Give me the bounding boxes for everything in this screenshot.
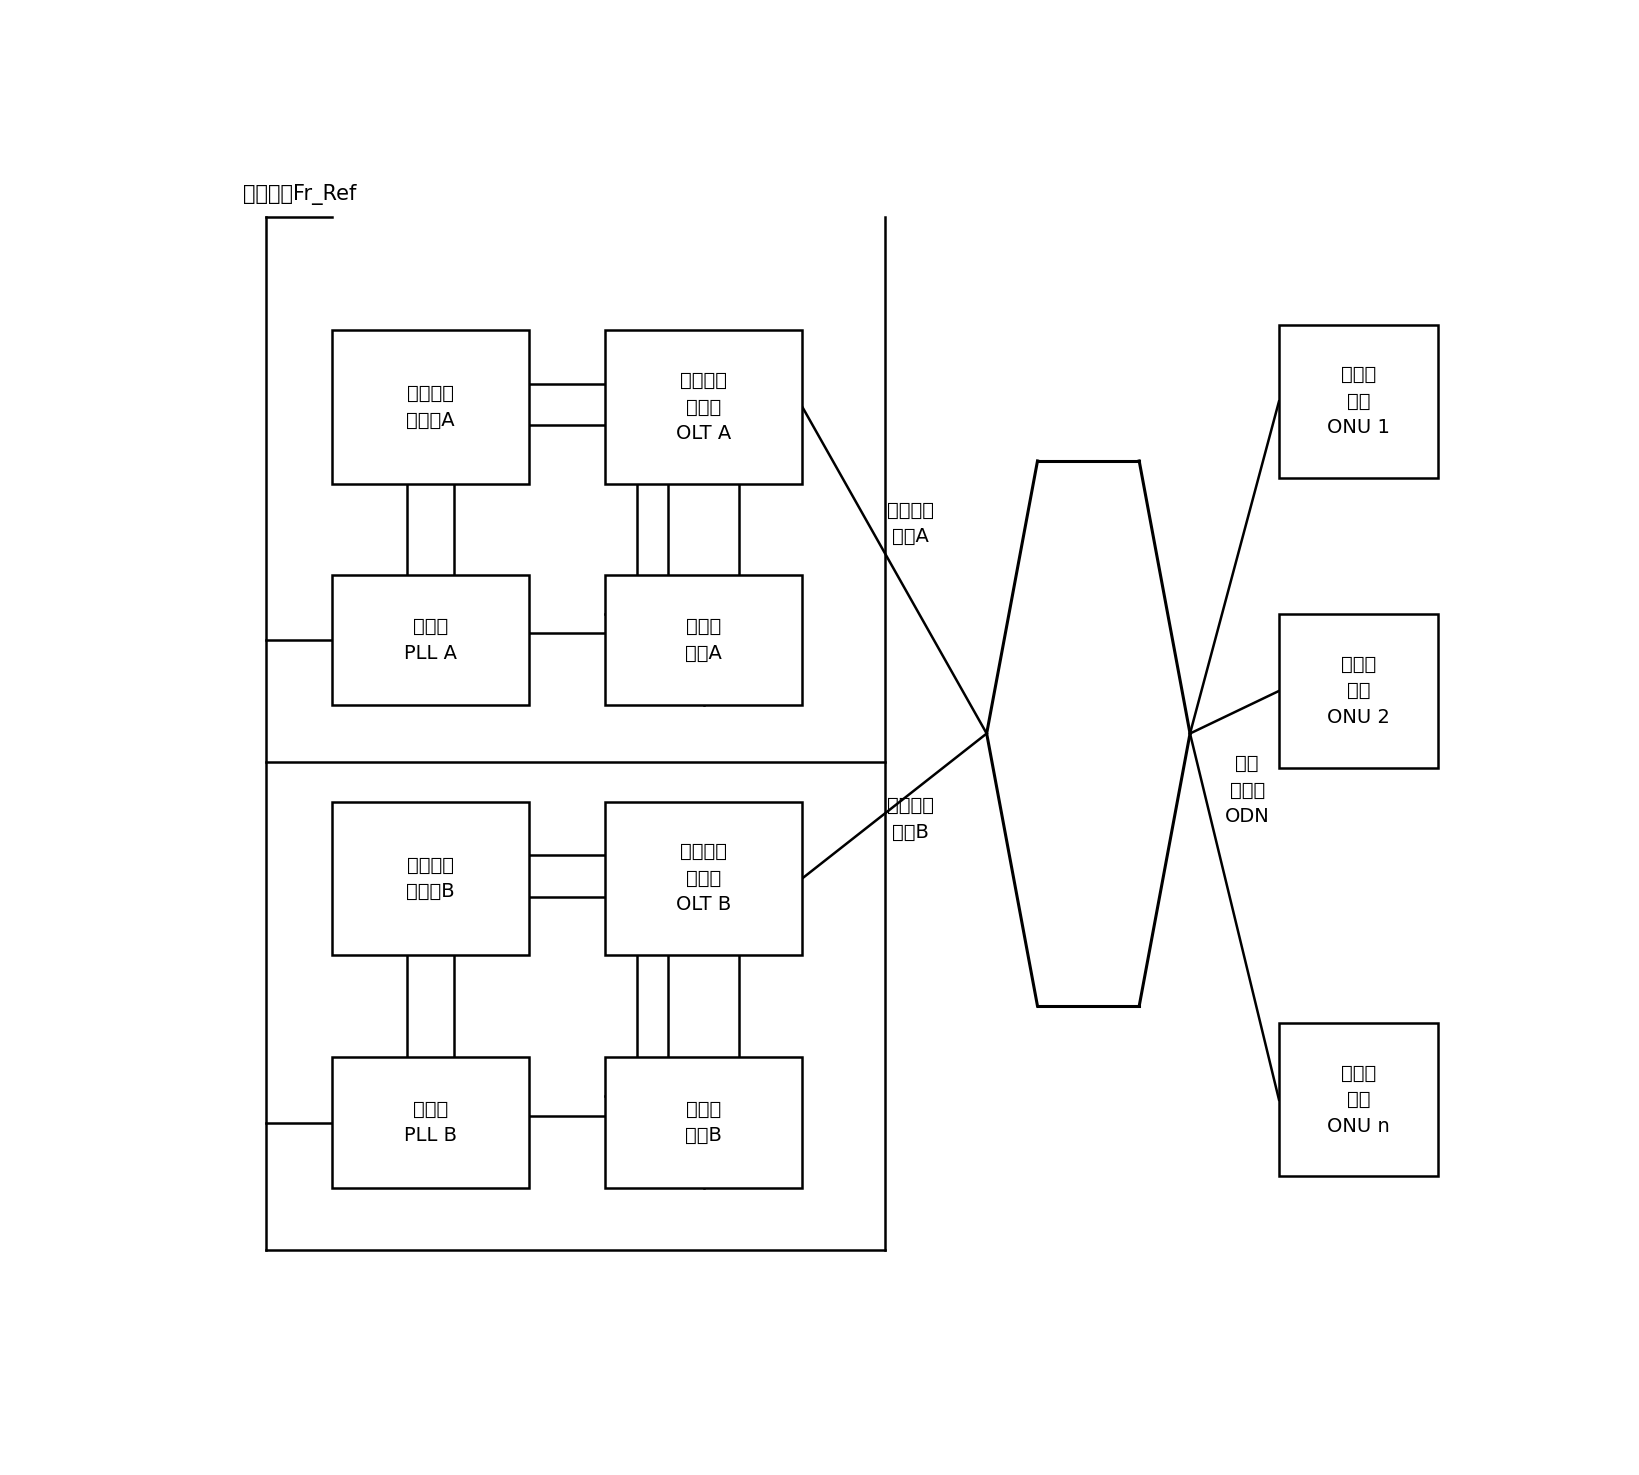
- Text: 时钟相位
调整器B: 时钟相位 调整器B: [406, 855, 454, 901]
- Bar: [605, 330, 801, 484]
- Text: 参考帧头Fr_Ref: 参考帧头Fr_Ref: [243, 184, 356, 205]
- Text: 帧头调
整器A: 帧头调 整器A: [685, 617, 721, 662]
- Text: 锁相环
PLL A: 锁相环 PLL A: [403, 617, 457, 662]
- Text: 主用光线
路终端
OLT A: 主用光线 路终端 OLT A: [675, 372, 731, 442]
- Text: 锁相环
PLL B: 锁相环 PLL B: [403, 1100, 457, 1145]
- Bar: [331, 1058, 529, 1187]
- Bar: [1278, 1024, 1437, 1177]
- Text: 时钟相位
调整器A: 时钟相位 调整器A: [406, 385, 454, 429]
- Text: 备用光线
路终端
OLT B: 备用光线 路终端 OLT B: [675, 842, 731, 914]
- Text: 光分
配网络
ODN: 光分 配网络 ODN: [1224, 754, 1269, 826]
- Text: 主用主干
光纤A: 主用主干 光纤A: [887, 500, 933, 546]
- Bar: [605, 1058, 801, 1187]
- Bar: [331, 330, 529, 484]
- Bar: [331, 801, 529, 954]
- Bar: [605, 574, 801, 705]
- Bar: [331, 574, 529, 705]
- Bar: [605, 801, 801, 954]
- Bar: [1278, 614, 1437, 767]
- Text: 光网络
单元
ONU 1: 光网络 单元 ONU 1: [1326, 366, 1388, 437]
- Text: 帧头调
整器B: 帧头调 整器B: [685, 1100, 721, 1145]
- Bar: [1278, 324, 1437, 478]
- Text: 光网络
单元
ONU n: 光网络 单元 ONU n: [1326, 1063, 1388, 1136]
- Text: 光网络
单元
ONU 2: 光网络 单元 ONU 2: [1326, 655, 1388, 727]
- Text: 备用主干
光纤B: 备用主干 光纤B: [887, 796, 933, 841]
